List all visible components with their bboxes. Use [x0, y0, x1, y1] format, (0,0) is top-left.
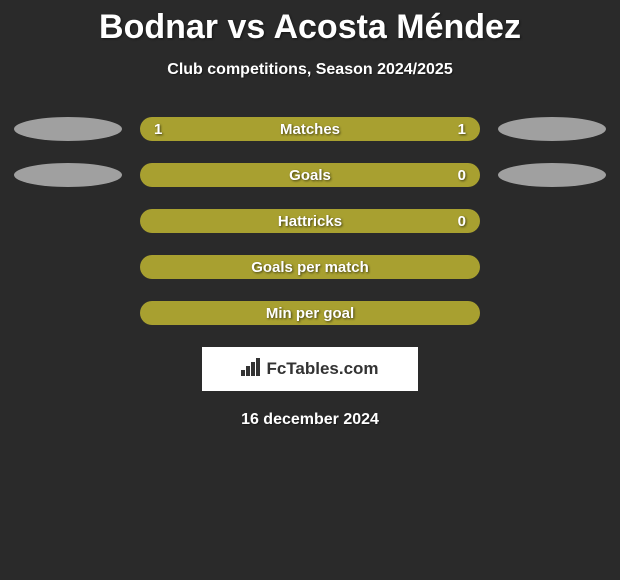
stat-row-goals: Goals 0: [0, 163, 620, 187]
stat-label: Hattricks: [278, 213, 342, 230]
stat-label: Matches: [280, 121, 340, 138]
footer-date: 16 december 2024: [241, 411, 379, 429]
stat-value-right: 1: [458, 121, 466, 138]
stat-label: Min per goal: [266, 305, 354, 322]
stat-bar: Goals per match: [140, 255, 480, 279]
stat-row-matches: 1 Matches 1: [0, 117, 620, 141]
stat-bar: Goals 0: [140, 163, 480, 187]
page-title: Bodnar vs Acosta Méndez: [99, 8, 521, 47]
page-subtitle: Club competitions, Season 2024/2025: [167, 61, 452, 79]
stat-row-hattricks: Hattricks 0: [0, 209, 620, 233]
stat-row-goals-per-match: Goals per match: [0, 255, 620, 279]
logo-text: FcTables.com: [241, 358, 378, 381]
stat-value-right: 0: [458, 167, 466, 184]
stat-bar: Min per goal: [140, 301, 480, 325]
logo-box: FcTables.com: [202, 347, 418, 391]
club-oval-left: [14, 163, 122, 187]
stat-value-left: 1: [154, 121, 162, 138]
stat-label: Goals per match: [251, 259, 369, 276]
stat-value-right: 0: [458, 213, 466, 230]
main-container: Bodnar vs Acosta Méndez Club competition…: [0, 0, 620, 429]
stat-bar: Hattricks 0: [140, 209, 480, 233]
logo-label: FcTables.com: [266, 359, 378, 379]
stats-wrapper: 1 Matches 1 Goals 0 Hattricks 0: [0, 117, 620, 325]
club-oval-right: [498, 117, 606, 141]
chart-icon: [241, 358, 263, 381]
club-oval-right: [498, 163, 606, 187]
stat-bar: 1 Matches 1: [140, 117, 480, 141]
stat-row-min-per-goal: Min per goal: [0, 301, 620, 325]
club-oval-left: [14, 117, 122, 141]
stat-label: Goals: [289, 167, 331, 184]
